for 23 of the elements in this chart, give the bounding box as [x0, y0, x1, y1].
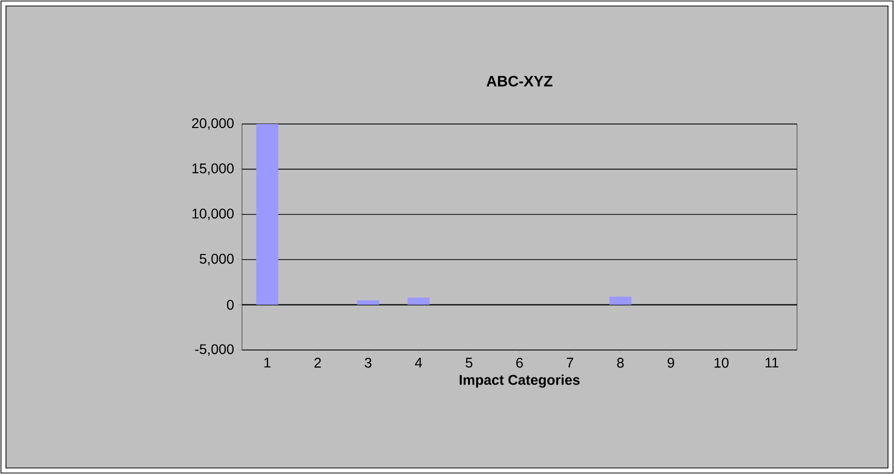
chart-title: ABC-XYZ [486, 76, 552, 86]
x-tick-label: 1 [264, 358, 270, 368]
y-tick-label: 15,000 [192, 163, 234, 175]
y-tick-label: 5,000 [200, 254, 234, 266]
x-tick-label: 10 [714, 358, 729, 368]
bar [357, 300, 380, 305]
y-tick-label: -5,000 [195, 344, 234, 356]
bar [408, 298, 430, 305]
y-tick-label: 10,000 [192, 208, 234, 220]
bar [609, 296, 632, 305]
x-tick-label: 7 [566, 358, 574, 368]
x-tick-label: 8 [617, 358, 624, 368]
x-tick-label: 3 [364, 358, 372, 368]
x-axis-title: Impact Categories [460, 374, 580, 388]
bar [256, 124, 278, 305]
x-tick-label: 2 [314, 358, 321, 368]
y-tick-label: 20,000 [192, 118, 234, 130]
x-tick-label: 6 [516, 358, 523, 368]
y-tick-label: 0 [226, 300, 234, 310]
x-tick-label: 5 [466, 358, 472, 368]
x-tick-label: 4 [415, 358, 422, 368]
x-tick-label: 9 [668, 358, 674, 368]
x-tick-label: 11 [766, 358, 778, 368]
